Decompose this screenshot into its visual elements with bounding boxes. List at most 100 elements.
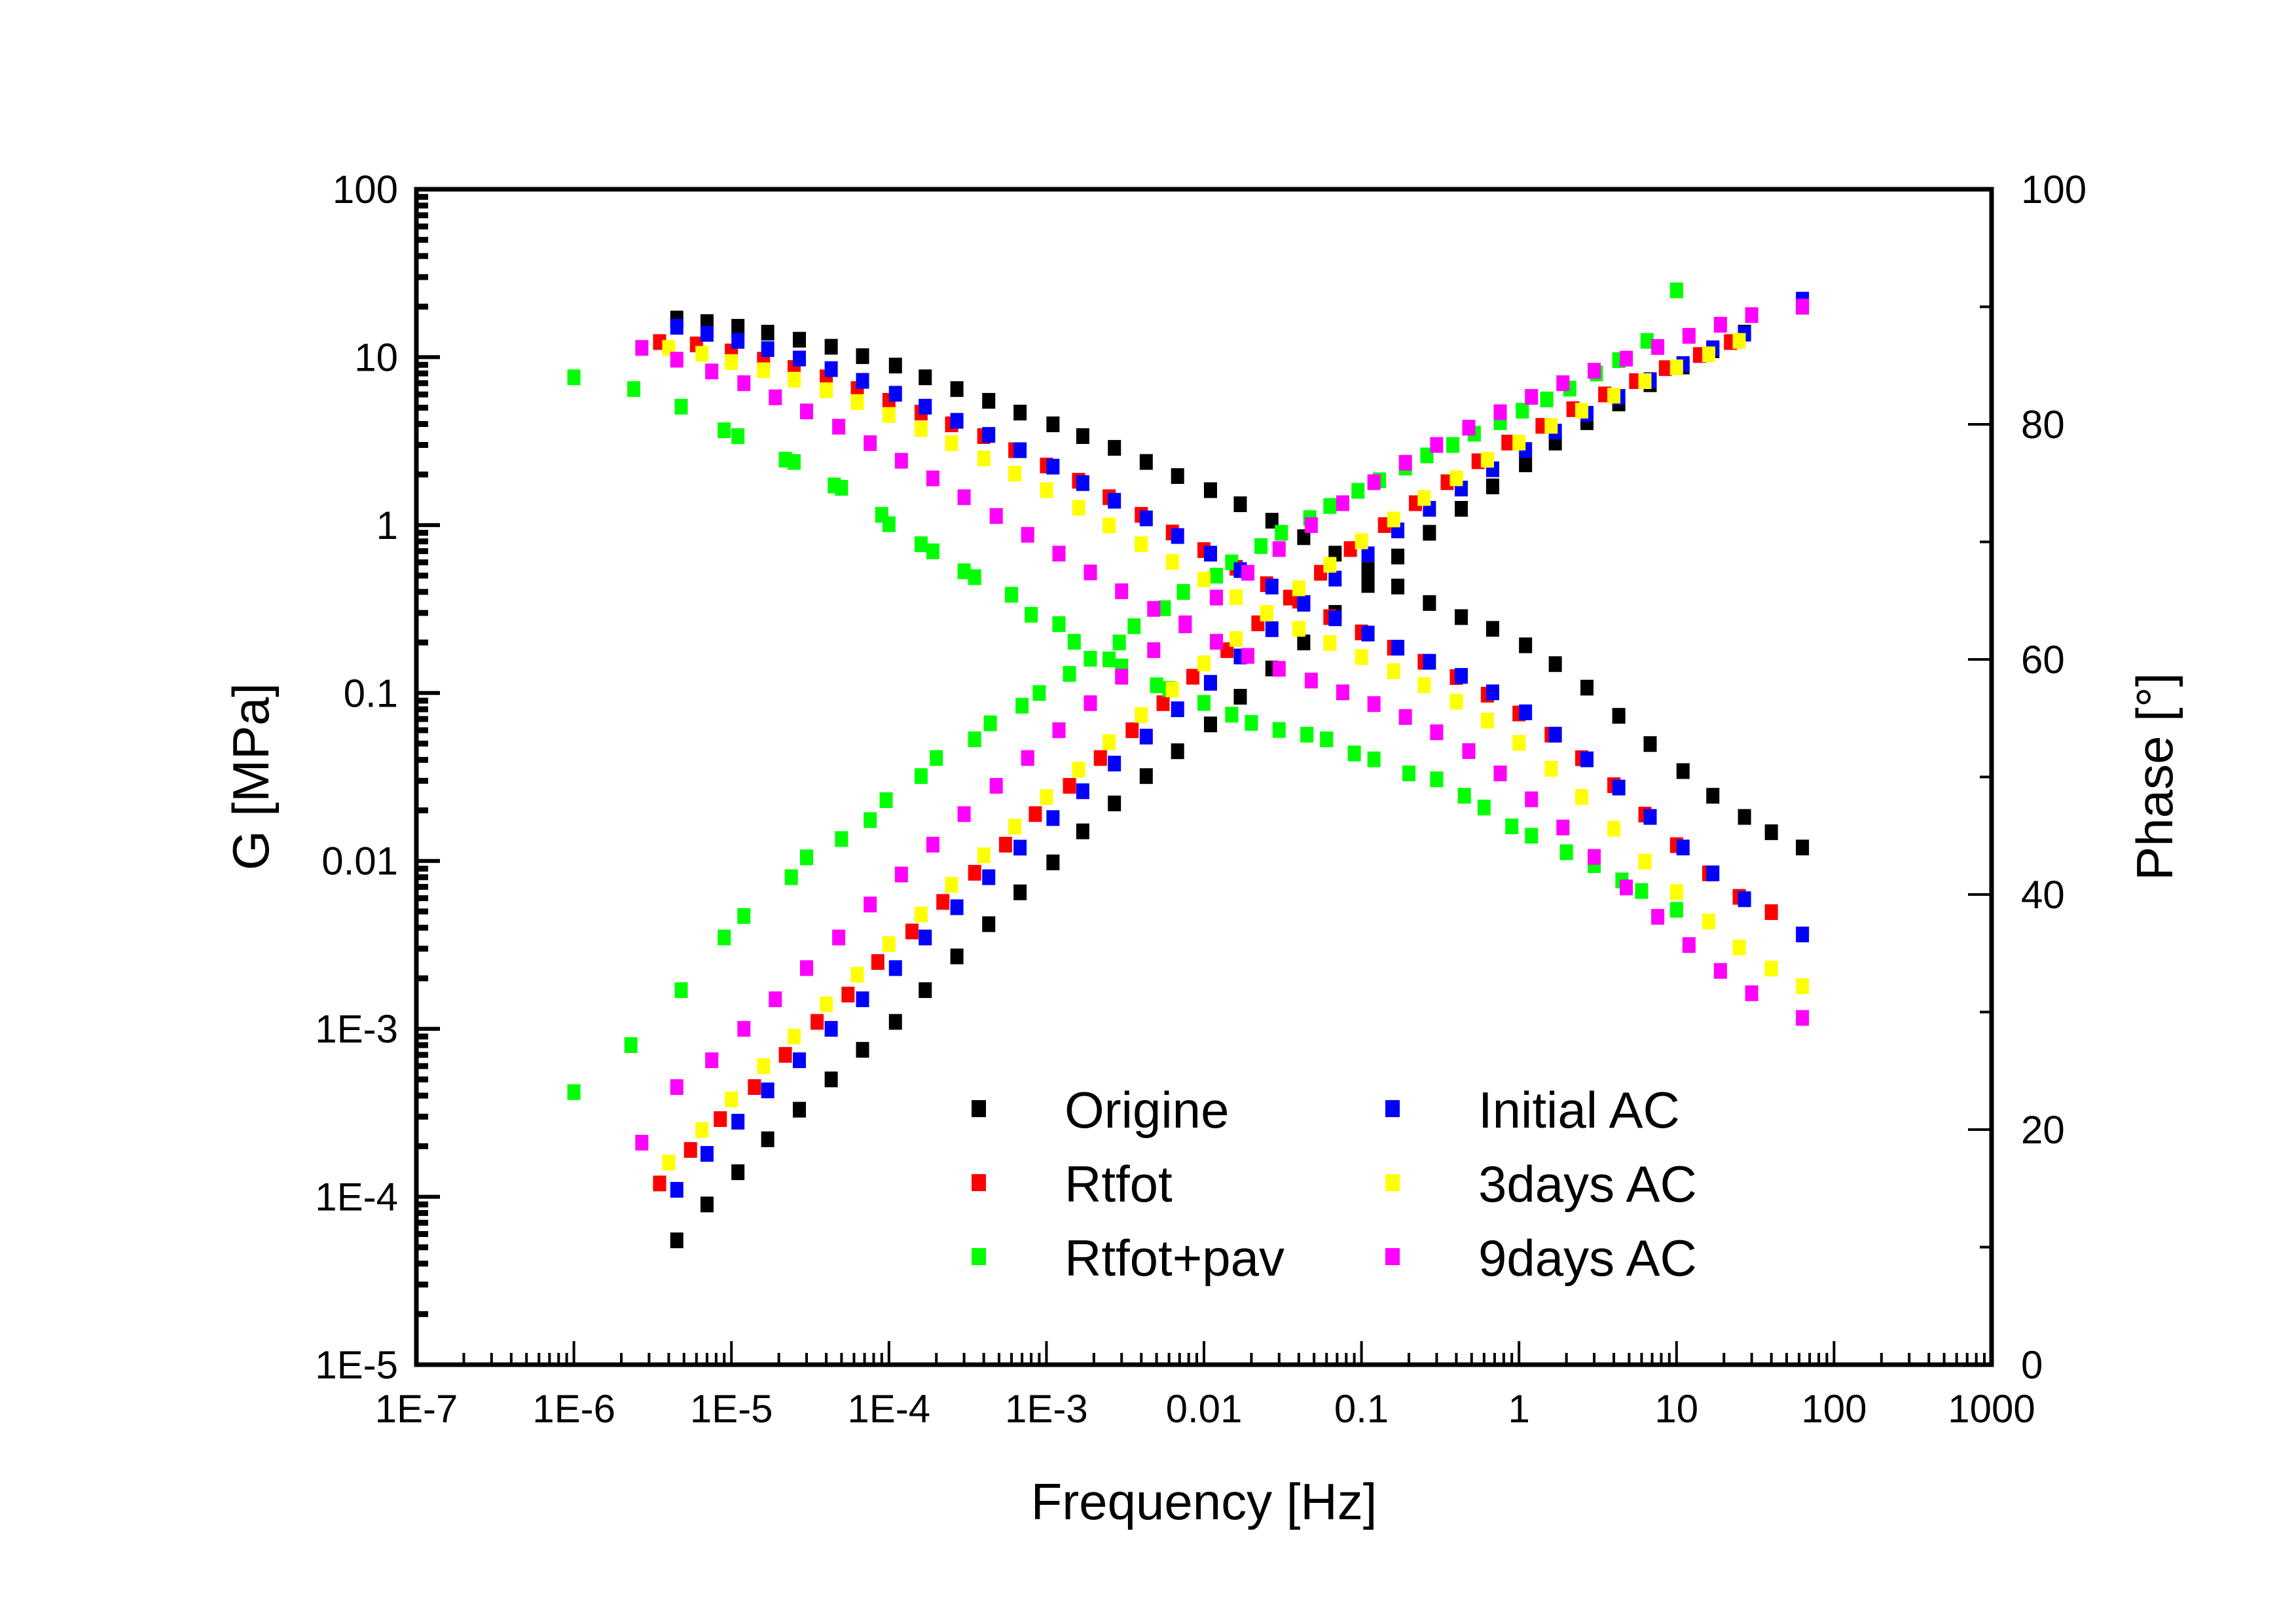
legend-marker-origine xyxy=(972,1100,986,1117)
phase-point xyxy=(982,427,996,443)
modulus-point xyxy=(1423,525,1436,541)
phase-point xyxy=(977,451,991,467)
modulus-point xyxy=(1156,695,1170,711)
x-tick-label: 10 xyxy=(1654,1387,1698,1431)
modulus-point xyxy=(1135,707,1148,723)
phase-point xyxy=(1706,865,1720,881)
modulus-point xyxy=(1455,501,1468,517)
modulus-point xyxy=(1462,420,1476,436)
phase-point xyxy=(1669,902,1683,918)
modulus-point xyxy=(894,866,908,883)
modulus-point xyxy=(1328,570,1342,587)
phase-point xyxy=(670,319,683,335)
modulus-point xyxy=(670,1079,683,1096)
modulus-point xyxy=(1013,884,1027,900)
phase-point xyxy=(1796,1010,1810,1026)
phase-point xyxy=(1052,616,1066,633)
phase-point xyxy=(1462,743,1476,760)
phase-point xyxy=(882,516,896,532)
phase-point xyxy=(1139,454,1153,470)
x-tick-label: 0.1 xyxy=(1334,1387,1389,1431)
axis-ticks xyxy=(415,187,1993,1367)
phase-point xyxy=(1072,500,1085,516)
phase-point xyxy=(757,362,771,378)
phase-point xyxy=(1643,736,1657,752)
modulus-point xyxy=(1304,517,1318,533)
phase-point xyxy=(731,428,745,444)
phase-point xyxy=(792,331,806,348)
phase-point xyxy=(968,569,981,585)
phase-point xyxy=(761,341,774,358)
phase-point xyxy=(888,358,902,374)
phase-point xyxy=(1669,884,1683,900)
phase-point xyxy=(1556,819,1570,836)
phase-point xyxy=(674,399,688,415)
modulus-point xyxy=(1669,359,1683,375)
phase-point xyxy=(792,350,806,367)
phase-point xyxy=(850,394,864,410)
phase-point xyxy=(1008,466,1022,482)
phase-point xyxy=(1102,517,1116,534)
modulus-point xyxy=(1076,783,1089,800)
phase-point xyxy=(1449,693,1463,710)
phase-point xyxy=(950,381,964,397)
phase-point xyxy=(1706,788,1720,804)
phase-point xyxy=(1525,828,1539,844)
modulus-point xyxy=(683,1142,697,1158)
modulus-point xyxy=(1796,299,1810,315)
phase-point xyxy=(1076,428,1089,444)
phase-point xyxy=(1620,879,1633,896)
modulus-point xyxy=(982,916,996,932)
modulus-point xyxy=(1203,674,1217,691)
phase-point xyxy=(1430,771,1444,788)
modulus-point xyxy=(1127,618,1141,635)
phase-point xyxy=(1320,731,1334,748)
phase-point xyxy=(1265,513,1279,529)
x-tick-label: 1E-3 xyxy=(1005,1387,1088,1431)
phase-point xyxy=(769,389,782,405)
phase-point xyxy=(914,536,928,553)
modulus-point xyxy=(1651,339,1665,355)
x-tick-label: 1E-5 xyxy=(690,1387,773,1431)
phase-point xyxy=(725,354,738,370)
phase-point xyxy=(926,470,939,487)
modulus-point xyxy=(1203,716,1217,733)
phase-point xyxy=(1559,844,1573,860)
phase-point xyxy=(1796,927,1810,943)
phase-point xyxy=(820,382,833,398)
modulus-point xyxy=(769,991,782,1007)
phase-point xyxy=(1230,589,1243,605)
phase-point xyxy=(737,375,751,392)
phase-point xyxy=(856,348,869,364)
phase-point xyxy=(705,363,719,380)
modulus-point xyxy=(824,1021,838,1037)
modulus-point xyxy=(1029,806,1042,822)
phase-point xyxy=(1512,735,1526,751)
phase-point xyxy=(1046,416,1060,432)
legend-label-9days-ac: 9days AC xyxy=(1478,1229,1697,1287)
phase-point xyxy=(1732,939,1746,955)
modulus-point xyxy=(1115,669,1129,685)
modulus-point xyxy=(1732,333,1746,349)
modulus-point xyxy=(662,1154,676,1171)
phase-point xyxy=(989,508,1003,525)
phase-point xyxy=(1485,684,1499,701)
modulus-point xyxy=(761,1131,774,1147)
modulus-point xyxy=(914,768,928,784)
modulus-point xyxy=(670,1181,683,1198)
modulus-point xyxy=(1493,404,1507,420)
phase-point xyxy=(1457,788,1471,804)
modulus-point xyxy=(1139,728,1153,745)
modulus-point xyxy=(778,1046,792,1063)
modulus-point xyxy=(1176,583,1190,600)
phase-point xyxy=(1265,578,1279,595)
phase-point xyxy=(1108,439,1121,456)
phase-point xyxy=(1197,571,1211,587)
modulus-point xyxy=(1417,490,1431,506)
modulus-point xyxy=(926,836,939,853)
series-rtfot xyxy=(653,334,1778,1192)
phase-point xyxy=(731,319,745,335)
phase-point xyxy=(950,413,964,429)
y-tick-label: 1E-3 xyxy=(315,1007,398,1051)
